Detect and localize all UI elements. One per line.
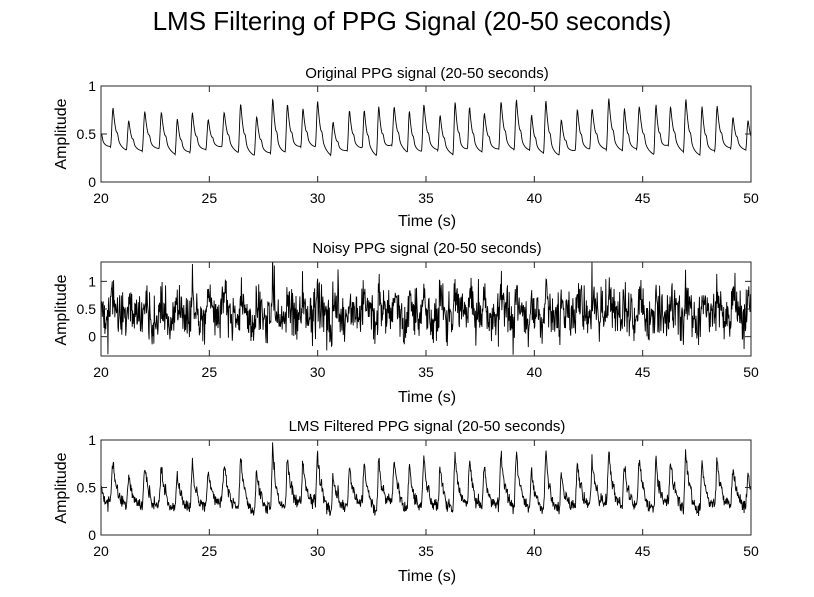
panel-lms-filtered: LMS Filtered PPG signal (20-50 seconds) … <box>53 418 759 585</box>
y-tick-label: 0 <box>88 527 96 543</box>
x-tick-label: 30 <box>310 190 326 206</box>
y-tick-label: 0.5 <box>77 301 97 317</box>
axes: 20 25 30 35 40 45 50 0 0.5 1 <box>77 261 759 380</box>
x-tick-label: 20 <box>93 543 109 559</box>
x-tick-label: 40 <box>527 364 543 380</box>
x-tick-label: 50 <box>743 364 759 380</box>
x-tick-label: 45 <box>635 543 651 559</box>
panel-title: LMS Filtered PPG signal (20-50 seconds) <box>289 418 566 435</box>
x-tick-label: 20 <box>93 190 109 206</box>
x-tick-label: 40 <box>527 543 543 559</box>
x-tick-label: 45 <box>635 364 651 380</box>
y-tick-label: 1 <box>88 78 96 94</box>
y-tick-label: 1 <box>88 273 96 289</box>
y-tick-label: 0 <box>88 174 96 190</box>
x-tick-label: 50 <box>743 543 759 559</box>
panel-original: Original PPG signal (20-50 seconds) 20 25… <box>53 65 759 230</box>
figure-title: LMS Filtering of PPG Signal (20-50 secon… <box>153 6 672 36</box>
axes: 20 25 30 35 40 45 50 0 0.5 1 <box>77 432 759 559</box>
signal-line <box>101 442 751 517</box>
x-tick-label: 35 <box>418 190 434 206</box>
x-tick-label: 25 <box>202 190 218 206</box>
signal-line <box>101 262 751 355</box>
panel-title: Noisy PPG signal (20-50 seconds) <box>312 240 541 257</box>
panel-title: Original PPG signal (20-50 seconds) <box>305 65 548 82</box>
x-tick-label: 25 <box>202 364 218 380</box>
x-tick-label: 45 <box>635 190 651 206</box>
panel-noisy: Noisy PPG signal (20-50 seconds) 20 25 30 3… <box>53 240 759 406</box>
x-tick-label: 30 <box>310 364 326 380</box>
y-axis-label: Amplitude <box>53 452 70 523</box>
x-tick-label: 40 <box>527 190 543 206</box>
x-tick-label: 25 <box>202 543 218 559</box>
signal-line <box>101 98 751 157</box>
y-tick-label: 0 <box>88 329 96 345</box>
x-axis-label: Time (s) <box>398 568 456 585</box>
x-tick-label: 50 <box>743 190 759 206</box>
x-tick-label: 35 <box>418 543 434 559</box>
x-axis-label: Time (s) <box>398 389 456 406</box>
x-tick-label: 30 <box>310 543 326 559</box>
y-axis-label: Amplitude <box>53 98 70 169</box>
x-tick-label: 20 <box>93 364 109 380</box>
y-axis-label: Amplitude <box>53 274 70 345</box>
axes: 20 25 30 35 40 45 50 0 0.5 1 <box>77 78 759 206</box>
y-tick-label: 1 <box>88 432 96 448</box>
x-tick-label: 35 <box>418 364 434 380</box>
y-tick-label: 0.5 <box>77 126 97 142</box>
y-tick-label: 0.5 <box>77 480 97 496</box>
x-axis-label: Time (s) <box>398 213 456 230</box>
